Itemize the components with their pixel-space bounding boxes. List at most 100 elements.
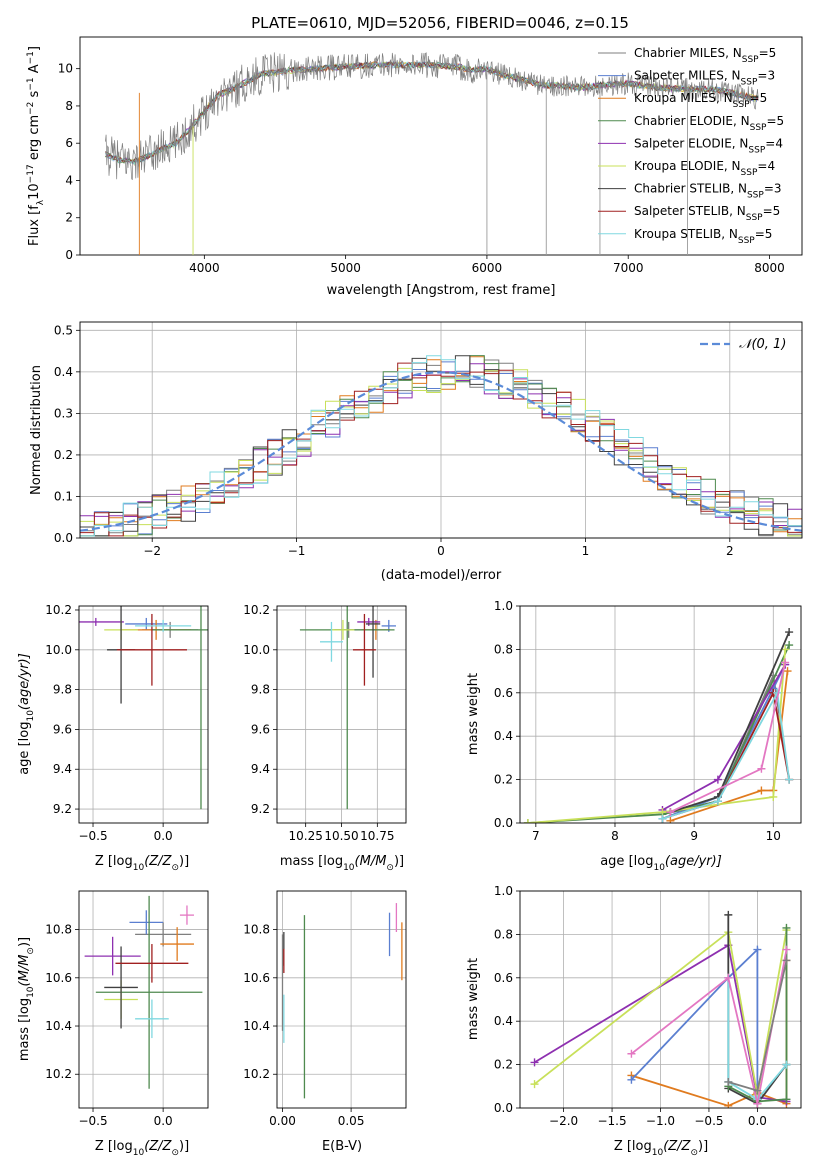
weight-marker — [785, 775, 794, 784]
weight-line — [727, 977, 788, 1101]
x-tick-label: 10.25 — [288, 829, 322, 843]
weight-line — [630, 947, 759, 1100]
x-tick-label: 10 — [766, 829, 781, 843]
x-axis-label: Z [log10(Z/Z⊙)] — [614, 1139, 708, 1158]
y-tick-label: 0.4 — [494, 1014, 513, 1028]
x-tick-label: 0.0 — [154, 829, 173, 843]
weight-marker — [782, 945, 791, 954]
y-tick-label: 10.8 — [243, 923, 270, 937]
residual-histogram-krou_stelib — [80, 355, 802, 537]
legend-label-krou_elodie: Kroupa ELODIE, NSSP=4 — [634, 159, 775, 178]
y-axis-label: mass weight — [466, 958, 481, 1040]
weight-marker — [757, 764, 766, 773]
plot-area — [84, 895, 203, 1089]
y-tick-label: 0.1 — [54, 489, 73, 503]
x-tick-label: −2 — [143, 544, 161, 558]
y-tick-label: 10.6 — [45, 971, 72, 985]
y-tick-label: 1.0 — [494, 884, 513, 898]
legend-label-krou_miles: Kroupa MILES, NSSP=5 — [634, 91, 767, 110]
legend-label-krou_stelib: Kroupa STELIB, NSSP=5 — [634, 227, 772, 246]
x-tick-label: 4000 — [189, 261, 220, 275]
y-tick-label: 0.6 — [494, 686, 513, 700]
mass-weight-vs-age-panel: 7 8 9 10 0.0 0.2 0.4 0.6 0.8 1.0 age [log10(age/yr… — [466, 599, 802, 873]
y-tick-label: 9.8 — [53, 683, 72, 697]
x-tick-label: 8 — [611, 829, 619, 843]
age-vs-metallicity-panel: −0.5 0.0 9.2 9.4 9.6 9.8 10.0 10.2 Z [log10(Z/Z⊙… — [17, 603, 209, 873]
y-tick-label: 9.4 — [53, 762, 72, 776]
y-tick-label: 6 — [65, 136, 73, 150]
axes-frame — [276, 605, 407, 824]
axes-frame — [276, 890, 407, 1109]
y-tick-label: 0.4 — [54, 365, 73, 379]
x-tick-label: −1 — [288, 544, 306, 558]
x-tick-label: 7 — [532, 829, 540, 843]
x-axis-label: mass [log10(M/M⊙)] — [280, 854, 404, 873]
axes-frame — [519, 605, 802, 824]
weight-marker — [530, 1080, 539, 1089]
weight-line — [533, 929, 788, 1096]
x-tick-label: 1 — [582, 544, 590, 558]
legend-label-chab_stelib: Chabrier STELIB, NSSP=3 — [634, 182, 782, 201]
x-tick-label: −1.5 — [597, 1114, 626, 1128]
legend-label-chab_miles: Chabrier MILES, NSSP=5 — [634, 46, 776, 65]
y-axis-label: Flux [fλ10−17 erg cm−2 s−1 A−1] — [26, 46, 46, 246]
weight-marker — [782, 1095, 791, 1104]
weight-marker — [713, 797, 722, 806]
y-tick-label: 10.2 — [243, 603, 270, 617]
weight-marker — [781, 658, 790, 667]
y-tick-label: 9.6 — [53, 722, 72, 736]
weight-marker — [713, 775, 722, 784]
weight-marker — [757, 786, 766, 795]
x-tick-label: 5000 — [330, 261, 361, 275]
x-tick-label: −2.0 — [549, 1114, 578, 1128]
weight-marker — [782, 1060, 791, 1069]
plot-area — [79, 606, 208, 810]
x-tick-label: 7000 — [613, 261, 644, 275]
y-tick-label: 0.3 — [54, 406, 73, 420]
axes-frame — [78, 890, 209, 1109]
x-tick-label: 2 — [726, 544, 734, 558]
plot-area — [530, 910, 791, 1108]
plot-area — [105, 52, 759, 255]
y-tick-label: 2 — [65, 211, 73, 225]
weight-marker — [724, 1101, 733, 1108]
weight-marker — [785, 628, 794, 637]
y-tick-label: 9.8 — [251, 683, 270, 697]
weight-marker — [530, 1058, 539, 1067]
x-tick-label: −0.5 — [78, 829, 107, 843]
plot-area — [299, 606, 396, 810]
weight-marker — [785, 641, 794, 650]
y-tick-label: 9.2 — [53, 802, 72, 816]
mass-vs-metallicity-panel: −0.5 0.0 10.2 10.4 10.6 10.8 Z [log10(Z/Z⊙)] ma… — [17, 890, 209, 1158]
weight-marker — [782, 956, 791, 965]
x-tick-label: 0.0 — [154, 1114, 173, 1128]
spectrum-panel: 4000 5000 6000 7000 8000 0 2 4 6 8 10 wavelength [A… — [26, 36, 803, 298]
axes-frame — [79, 36, 803, 256]
y-tick-label: 9.6 — [251, 722, 270, 736]
x-axis-label: E(B-V) — [322, 1139, 362, 1154]
y-tick-label: 10.4 — [243, 1019, 270, 1033]
y-tick-label: 0.0 — [494, 816, 513, 830]
x-axis-label: Z [log10(Z/Z⊙)] — [95, 1139, 189, 1158]
weight-marker — [783, 667, 792, 676]
x-tick-label: 0.00 — [269, 1114, 296, 1128]
y-tick-label: 10.0 — [243, 643, 270, 657]
y-axis-label: mass weight — [466, 673, 481, 755]
y-axis-label: age [log10(age/yr)] — [17, 653, 36, 775]
y-tick-label: 0.6 — [494, 971, 513, 985]
y-tick-label: 0.2 — [494, 773, 513, 787]
y-tick-label: 0.8 — [494, 642, 513, 656]
weight-line — [534, 943, 787, 1103]
x-tick-label: 10.50 — [324, 829, 358, 843]
y-tick-label: 9.4 — [251, 762, 270, 776]
mass-vs-ebv-panel: 0.00 0.05 10.2 10.4 10.6 10.8 E(B-V) — [243, 890, 407, 1154]
weight-marker — [782, 923, 791, 932]
y-tick-label: 10 — [58, 62, 73, 76]
legend-label-gaussian: 𝒩(0, 1) — [739, 337, 786, 352]
legend-label-chab_elodie: Chabrier ELODIE, NSSP=5 — [634, 114, 784, 133]
y-tick-label: 10.2 — [45, 603, 72, 617]
weight-marker — [753, 1099, 762, 1108]
y-tick-label: 0 — [65, 248, 73, 262]
residuals-legend: 𝒩(0, 1) — [700, 337, 786, 352]
axes-frame — [79, 321, 803, 539]
